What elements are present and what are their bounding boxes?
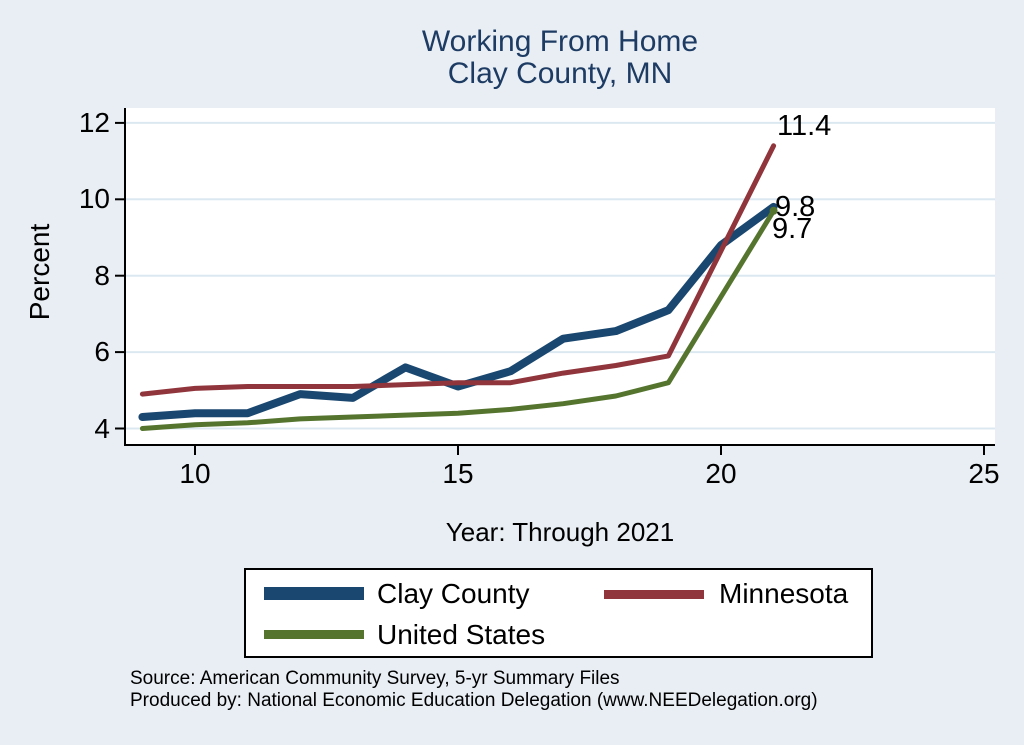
united-states-legend-label: United States (377, 619, 546, 650)
y-tick-label: 8 (94, 259, 110, 291)
clay-county-legend-label: Clay County (377, 578, 530, 609)
clay-county-legend-swatch (264, 587, 364, 600)
minnesota-legend-swatch (604, 590, 704, 599)
x-tick-label: 20 (705, 458, 737, 489)
united-states-line (139, 208, 777, 431)
legend: Clay County Minnesota United States (244, 568, 873, 658)
footer-notes: Source: American Community Survey, 5-yr … (130, 668, 818, 712)
y-tick-label: 4 (94, 412, 110, 444)
chart-title-line2: Clay County, MN (447, 57, 673, 90)
minnesota-end-value: 11.4 (777, 110, 832, 142)
chart-title: Working From Home Clay County, MN (125, 26, 995, 90)
y-tick-label: 12 (78, 106, 110, 138)
source-line: Source: American Community Survey, 5-yr … (130, 668, 620, 689)
x-axis-label: Year: Through 2021 (445, 517, 675, 547)
produced-by-line: Produced by: National Economic Education… (130, 690, 818, 711)
united-states-end-marker (769, 206, 778, 215)
clay-county-end-value: 9.8 (775, 191, 816, 223)
chart-title-line1: Working From Home (421, 25, 699, 58)
y-tick-label: 10 (78, 183, 110, 215)
x-tick-label: 10 (179, 458, 211, 489)
minnesota-line (139, 143, 777, 397)
x-tick-label: 15 (442, 458, 474, 489)
x-tick-label: 25 (968, 458, 1000, 489)
clay-county-line (138, 202, 778, 421)
y-tick-label: 6 (94, 336, 110, 368)
minnesota-legend-label: Minnesota (719, 578, 849, 609)
united-states-legend-swatch (264, 630, 364, 639)
united-states-end-value: 9.7 (772, 213, 813, 245)
